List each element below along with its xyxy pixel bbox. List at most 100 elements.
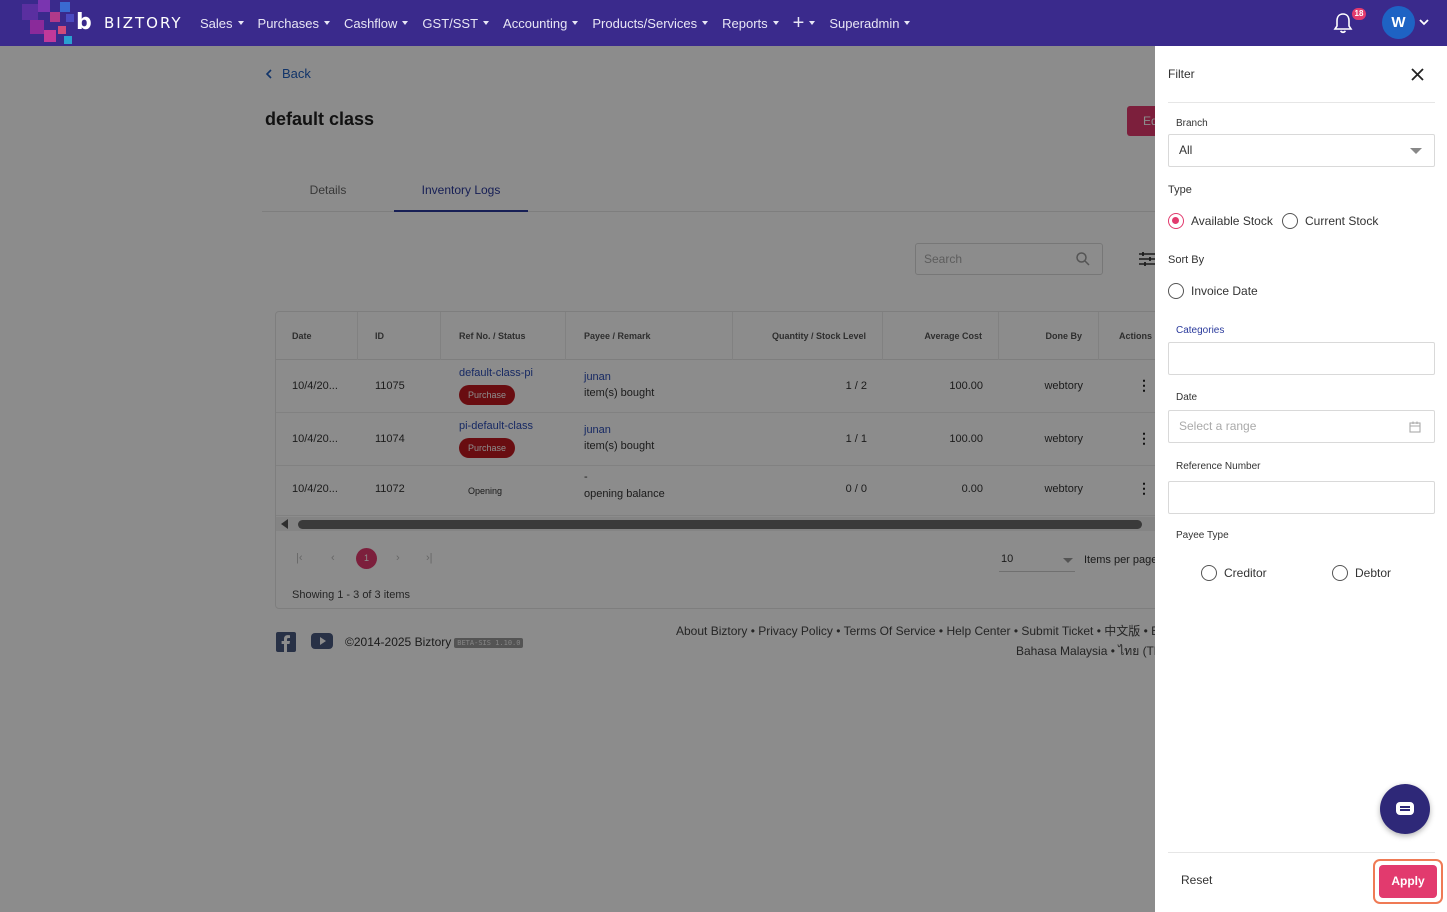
showing-count: Showing 1 - 3 of 3 items	[292, 589, 411, 601]
brand-logo[interactable]: b BIZTORY	[0, 0, 190, 46]
column-header-quantity[interactable]: Quantity / Stock Level	[733, 312, 883, 360]
scrollbar-thumb[interactable]	[298, 520, 1142, 529]
tab-details[interactable]: Details	[309, 183, 347, 197]
chevron-down-icon	[402, 21, 409, 25]
column-header-done-by[interactable]: Done By	[999, 312, 1099, 360]
cell-payee-link[interactable]: junan	[584, 424, 611, 436]
categories-input[interactable]	[1168, 342, 1435, 375]
footer-language-links[interactable]: Bahasa Malaysia • ไทย (Th	[1016, 644, 1161, 658]
date-placeholder: Select a range	[1179, 419, 1257, 433]
social-links	[276, 632, 333, 652]
table-row: 10/4/20... 11075 default-class-pi Purcha…	[276, 360, 1164, 413]
branch-select[interactable]: All	[1168, 134, 1435, 167]
status-label: Opening	[468, 486, 503, 496]
per-page-select[interactable]: 10	[999, 548, 1075, 572]
next-page-icon[interactable]: ›	[396, 552, 400, 564]
cell-done-by: webtory	[1044, 380, 1083, 392]
cell-quantity: 0 / 0	[845, 483, 867, 495]
chat-icon	[1396, 802, 1414, 815]
column-header-id[interactable]: ID	[358, 312, 441, 360]
scroll-left-arrow-icon[interactable]	[281, 519, 288, 529]
radio-creditor[interactable]: Creditor	[1201, 565, 1267, 581]
chevron-down-icon	[572, 21, 579, 25]
branch-value: All	[1179, 143, 1193, 157]
radio-button-checked[interactable]	[1168, 213, 1184, 229]
table-row: 10/4/20... 11072 Opening - opening balan…	[276, 466, 1164, 516]
bell-icon[interactable]	[1333, 12, 1353, 34]
chevron-down-icon[interactable]	[1419, 17, 1429, 27]
radio-label: Available Stock	[1191, 214, 1273, 228]
calendar-icon[interactable]	[1409, 421, 1421, 433]
tab-inventory-logs[interactable]: Inventory Logs	[394, 171, 528, 212]
inventory-logs-table: Date ID Ref No. / Status Payee / Remark …	[275, 311, 1165, 609]
first-page-icon[interactable]: |‹	[296, 552, 303, 564]
page-number-current[interactable]: 1	[356, 548, 377, 569]
column-header-average-cost[interactable]: Average Cost	[883, 312, 999, 360]
nav-accounting[interactable]: Accounting	[503, 16, 579, 31]
cell-done-by: webtory	[1044, 433, 1083, 445]
user-avatar[interactable]: W	[1382, 6, 1415, 39]
status-badge: Purchase	[459, 385, 516, 405]
prev-page-icon[interactable]: ‹	[331, 552, 335, 564]
chevron-left-icon	[265, 68, 272, 79]
cell-payee-link[interactable]: junan	[584, 371, 611, 383]
reference-number-input[interactable]	[1168, 481, 1435, 514]
cell-payee: -	[584, 471, 588, 483]
radio-button[interactable]	[1332, 565, 1348, 581]
chevron-down-icon	[323, 21, 330, 25]
copyright-text: ©2014-2025 Biztory	[345, 635, 452, 649]
cell-done-by: webtory	[1044, 483, 1083, 495]
chevron-down-icon	[483, 21, 490, 25]
nav-reports[interactable]: Reports	[722, 16, 779, 31]
cell-quantity: 1 / 1	[845, 433, 867, 445]
cell-ref-link[interactable]: pi-default-class	[459, 420, 533, 432]
horizontal-scrollbar[interactable]	[276, 517, 1164, 531]
back-link[interactable]: Back	[265, 66, 311, 81]
radio-button[interactable]	[1282, 213, 1298, 229]
cell-date: 10/4/20...	[292, 380, 338, 392]
radio-invoice-date[interactable]: Invoice Date	[1168, 283, 1258, 299]
close-icon[interactable]	[1411, 68, 1424, 81]
cell-average-cost: 100.00	[949, 433, 983, 445]
facebook-icon[interactable]	[276, 632, 296, 652]
column-header-ref-status[interactable]: Ref No. / Status	[441, 312, 566, 360]
radio-debtor[interactable]: Debtor	[1332, 565, 1391, 581]
nav-gst-sst[interactable]: GST/SST	[422, 16, 490, 31]
radio-label: Invoice Date	[1191, 284, 1258, 298]
nav-cashflow[interactable]: Cashflow	[344, 16, 409, 31]
chat-support-button[interactable]	[1380, 784, 1430, 834]
nav-superadmin[interactable]: Superadmin	[829, 16, 911, 31]
more-actions-icon[interactable]: ⋮	[1137, 377, 1151, 393]
radio-label: Current Stock	[1305, 214, 1379, 228]
chevron-down-icon	[772, 21, 779, 25]
radio-current-stock[interactable]: Current Stock	[1282, 213, 1378, 229]
more-actions-icon[interactable]: ⋮	[1137, 430, 1151, 446]
search-icon[interactable]	[1076, 252, 1090, 266]
youtube-icon[interactable]	[311, 632, 333, 650]
more-actions-icon[interactable]: ⋮	[1137, 480, 1151, 496]
last-page-icon[interactable]: ›|	[426, 552, 433, 564]
column-header-payee-remark[interactable]: Payee / Remark	[566, 312, 733, 360]
cell-ref-link[interactable]: default-class-pi	[459, 367, 533, 379]
radio-button[interactable]	[1201, 565, 1217, 581]
radio-button[interactable]	[1168, 283, 1184, 299]
footer-links[interactable]: About Biztory • Privacy Policy • Terms O…	[676, 624, 1176, 638]
chevron-down-icon	[1063, 558, 1073, 563]
categories-label: Categories	[1176, 325, 1225, 336]
radio-available-stock[interactable]: Available Stock	[1168, 213, 1273, 229]
apply-button[interactable]: Apply	[1379, 865, 1437, 898]
filter-sliders-icon[interactable]	[1138, 251, 1156, 267]
column-header-date[interactable]: Date	[276, 312, 358, 360]
reset-button[interactable]: Reset	[1181, 873, 1213, 887]
tab-bar: Details Inventory Logs	[262, 171, 1155, 212]
brand-name: BIZTORY	[104, 14, 183, 32]
cell-remark: opening balance	[584, 488, 665, 500]
modal-backdrop[interactable]	[0, 46, 1155, 912]
nav-products-services[interactable]: Products/Services	[592, 16, 709, 31]
nav-add-new[interactable]: +	[793, 13, 816, 33]
date-range-picker[interactable]: Select a range	[1168, 410, 1435, 443]
nav-sales[interactable]: Sales	[200, 16, 244, 31]
search-input[interactable]: Search	[915, 243, 1103, 275]
back-label: Back	[282, 66, 311, 81]
nav-purchases[interactable]: Purchases	[258, 16, 330, 31]
